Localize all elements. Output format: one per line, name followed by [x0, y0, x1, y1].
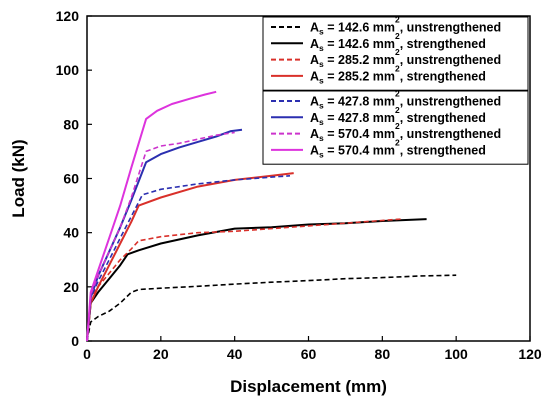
legend-label: As = 570.4 mm2, strengthened	[310, 137, 486, 159]
legend-label-sub: s	[319, 117, 324, 127]
legend-label-mid: = 570.4 mm	[324, 143, 395, 157]
legend-label-sup: 2	[395, 121, 400, 131]
legend-label-pre: A	[310, 21, 319, 35]
x-tick-label: 40	[227, 346, 243, 362]
legend-label: As = 285.2 mm2, strengthened	[310, 63, 486, 85]
x-tick-label: 0	[83, 346, 91, 362]
legend-label-post: , unstrengthened	[400, 95, 501, 109]
legend-label-pre: A	[310, 127, 319, 141]
legend-label-pre: A	[310, 95, 319, 109]
x-tick-label: 120	[518, 346, 542, 362]
x-tick-label: 60	[301, 346, 317, 362]
legend-label-post: , unstrengthened	[400, 53, 501, 67]
y-tick-label: 20	[63, 279, 79, 295]
legend-label-sub: s	[319, 43, 324, 53]
legend-label: As = 142.6 mm2, unstrengthened	[310, 15, 501, 37]
legend-box-1	[262, 16, 529, 91]
x-tick-label: 100	[444, 346, 468, 362]
legend-label-post: , strengthened	[400, 69, 486, 83]
legend-box-2	[262, 90, 529, 165]
legend-label: As = 142.6 mm2, strengthened	[310, 31, 486, 53]
legend-label-pre: A	[310, 53, 319, 67]
legend-label-pre: A	[310, 69, 319, 83]
y-tick-label: 120	[56, 8, 80, 24]
legend-label: As = 427.8 mm2, unstrengthened	[310, 89, 501, 111]
legend-label-mid: = 142.6 mm	[324, 21, 395, 35]
legend-label-mid: = 570.4 mm	[324, 127, 395, 141]
series-line-2	[86, 218, 427, 342]
legend-label-sup: 2	[395, 31, 400, 41]
legend-label-sub: s	[319, 133, 324, 143]
legend-label-pre: A	[310, 111, 319, 125]
legend-label-sup: 2	[395, 15, 400, 25]
y-tick-label: 60	[63, 171, 79, 187]
legend-label-sub: s	[319, 149, 324, 159]
legend-label: As = 285.2 mm2, unstrengthened	[310, 47, 501, 69]
legend-label-pre: A	[310, 37, 319, 51]
x-tick-label: 80	[375, 346, 391, 362]
legend-label-post: , unstrengthened	[400, 21, 501, 35]
legend-label-pre: A	[310, 143, 319, 157]
legend-label-mid: = 285.2 mm	[324, 53, 395, 67]
legend-label-sub: s	[319, 75, 324, 85]
legend-label-sup: 2	[395, 137, 400, 147]
series-line-4	[86, 172, 294, 342]
legend-label-post: , strengthened	[400, 111, 486, 125]
series-line-8	[86, 90, 217, 342]
legend-label-mid: = 427.8 mm	[324, 95, 395, 109]
series-line-7	[86, 131, 235, 342]
legend-label-sub: s	[319, 101, 324, 111]
x-axis-label: Displacement (mm)	[230, 377, 387, 396]
legend-label-post: , strengthened	[400, 37, 486, 51]
legend-label-mid: = 142.6 mm	[324, 37, 395, 51]
legend-label-sup: 2	[395, 89, 400, 99]
legend-label-sup: 2	[395, 47, 400, 57]
legend-label-post: , unstrengthened	[400, 127, 501, 141]
legend-label: As = 427.8 mm2, strengthened	[310, 105, 486, 127]
series-line-3	[86, 218, 401, 342]
y-tick-label: 0	[71, 333, 79, 349]
legend-label-post: , strengthened	[400, 143, 486, 157]
y-tick-label: 40	[63, 225, 79, 241]
legend-label-sup: 2	[395, 63, 400, 73]
legend-label-mid: = 427.8 mm	[324, 111, 395, 125]
legend-label-sub: s	[319, 59, 324, 69]
series-line-5	[86, 175, 291, 342]
x-tick-label: 20	[153, 346, 169, 362]
y-tick-label: 80	[63, 116, 79, 132]
legend-label-sup: 2	[395, 105, 400, 115]
legend-label-sub: s	[319, 27, 324, 37]
y-axis-label: Load (kN)	[9, 139, 28, 217]
series-line-1	[86, 274, 457, 342]
legend-label: As = 570.4 mm2, unstrengthened	[310, 121, 501, 143]
legend-label-mid: = 285.2 mm	[324, 69, 395, 83]
y-tick-label: 100	[56, 62, 80, 78]
